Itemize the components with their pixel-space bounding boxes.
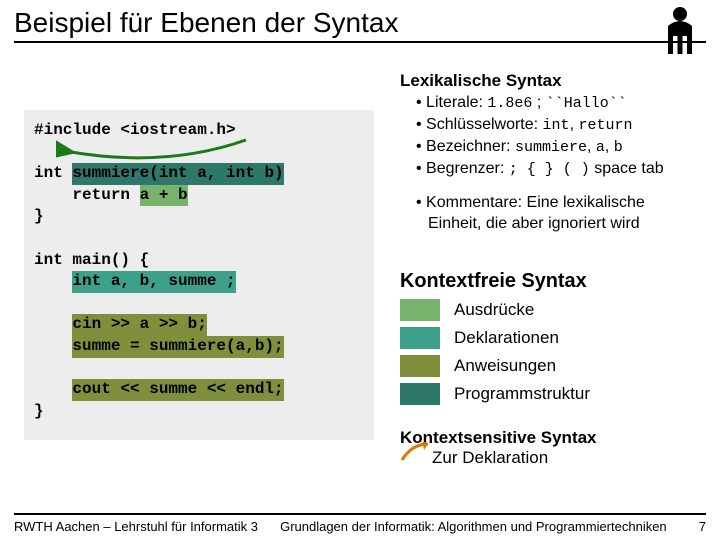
lex-comments-1: Kommentare: Eine lexikalische bbox=[416, 193, 706, 213]
lex-syntax-section: Lexikalische Syntax Literale: 1.8e6 ; ``… bbox=[400, 70, 706, 235]
lex-heading: Lexikalische Syntax bbox=[400, 70, 706, 91]
box-stmt1: cin >> a >> b; bbox=[72, 314, 206, 336]
cs-syntax-section: Kontextsensitive Syntax Zur Deklaration bbox=[400, 428, 706, 468]
title-bar: Beispiel für Ebenen der Syntax bbox=[14, 8, 706, 43]
slide: Beispiel für Ebenen der Syntax #include … bbox=[0, 0, 720, 540]
swatch-olive bbox=[400, 355, 440, 377]
lex-delim: Begrenzer: ; { } ( ) space tab bbox=[416, 159, 706, 180]
orange-arrow-icon bbox=[398, 442, 434, 466]
cf-syntax-section: Kontextfreie Syntax Ausdrücke Deklaratio… bbox=[400, 270, 706, 411]
cf-label-expr: Ausdrücke bbox=[454, 300, 534, 320]
cf-row-prog: Programmstruktur bbox=[400, 383, 706, 405]
swatch-green bbox=[400, 299, 440, 321]
box-stmt3: cout << summe << endl; bbox=[72, 379, 283, 401]
cf-row-stmt: Anweisungen bbox=[400, 355, 706, 377]
page-number: 7 bbox=[689, 519, 706, 534]
box-expr: a + b bbox=[140, 185, 188, 207]
code-line: int main() { bbox=[34, 251, 149, 269]
lex-keywords: Schlüsselworte: int, return bbox=[416, 115, 706, 136]
cs-heading: Kontextsensitive Syntax bbox=[400, 428, 706, 448]
swatch-dteal bbox=[400, 383, 440, 405]
footer-center: Grundlagen der Informatik: Algorithmen u… bbox=[280, 519, 667, 534]
footer: RWTH Aachen – Lehrstuhl für Informatik 3… bbox=[14, 513, 706, 534]
code-line: } bbox=[34, 207, 44, 225]
box-summiere-sig: summiere(int a, int b) bbox=[72, 163, 283, 185]
swatch-teal bbox=[400, 327, 440, 349]
lex-comments-2: Einheit, die aber ignoriert wird bbox=[428, 214, 706, 234]
code-line: } bbox=[34, 402, 44, 420]
box-decl: int a, b, summe ; bbox=[72, 271, 235, 293]
person-columns-icon bbox=[662, 6, 698, 56]
cf-row-decl: Deklarationen bbox=[400, 327, 706, 349]
lex-literals: Literale: 1.8e6 ; ``Hallo`` bbox=[416, 93, 706, 114]
box-stmt2: summe = summiere(a,b); bbox=[72, 336, 283, 358]
code-text: int bbox=[34, 164, 72, 182]
cf-label-prog: Programmstruktur bbox=[454, 384, 590, 404]
cf-heading: Kontextfreie Syntax bbox=[400, 270, 706, 293]
cf-label-stmt: Anweisungen bbox=[454, 356, 556, 376]
code-text bbox=[34, 272, 72, 290]
cf-row-expr: Ausdrücke bbox=[400, 299, 706, 321]
footer-left: RWTH Aachen – Lehrstuhl für Informatik 3 bbox=[14, 519, 258, 534]
lex-ident: Bezeichner: summiere, a, b bbox=[416, 137, 706, 158]
code-block: #include <iostream.h> int summiere(int a… bbox=[24, 110, 374, 440]
cs-sub: Zur Deklaration bbox=[432, 448, 706, 468]
slide-title: Beispiel für Ebenen der Syntax bbox=[14, 8, 706, 43]
code-text: return bbox=[34, 186, 140, 204]
code-line: #include <iostream.h> bbox=[34, 121, 236, 139]
cf-label-decl: Deklarationen bbox=[454, 328, 559, 348]
